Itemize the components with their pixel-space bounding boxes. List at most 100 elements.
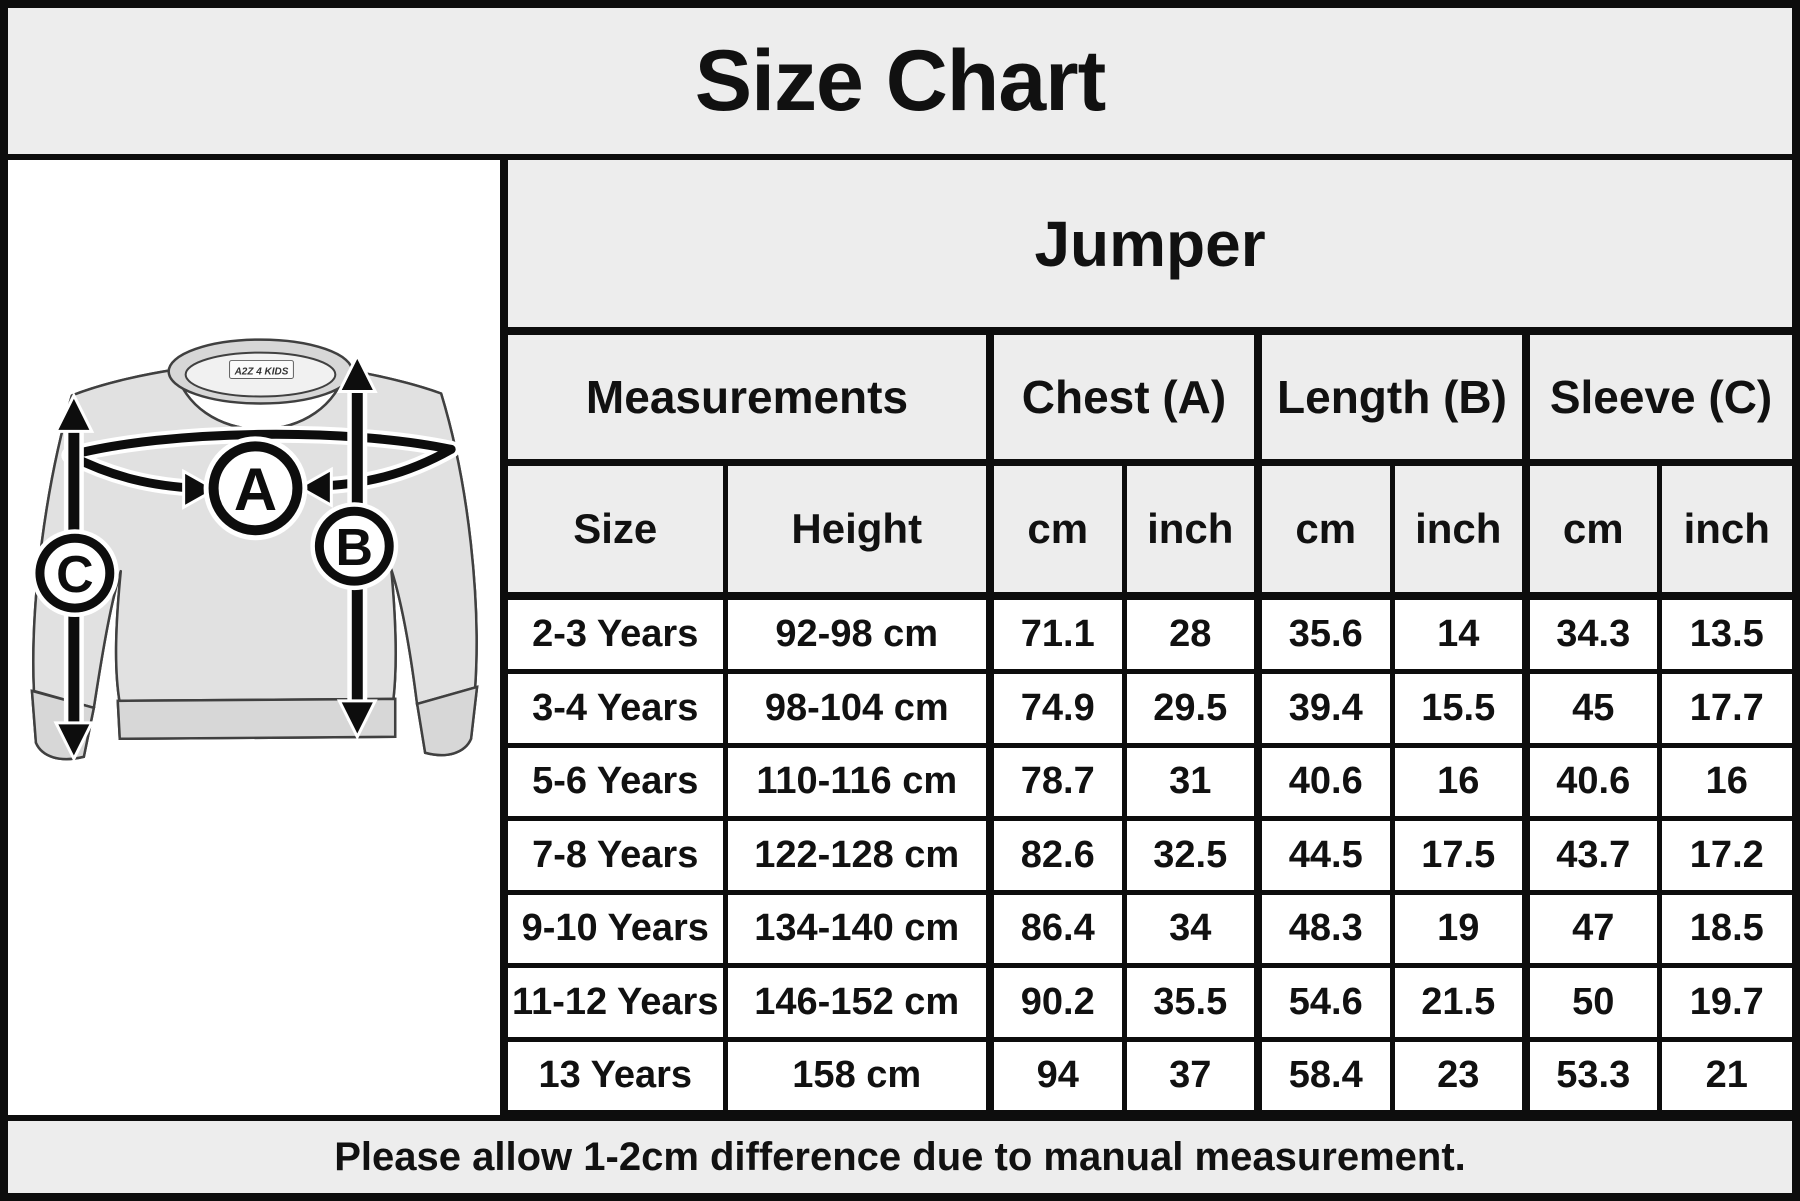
value-cell: 31 xyxy=(1121,742,1261,822)
value-cell: 94 xyxy=(986,1036,1127,1115)
value-cell: 16 xyxy=(1389,742,1529,822)
size-cell: 11-12 Years xyxy=(508,963,728,1042)
height-cell: 110-116 cm xyxy=(722,742,993,822)
height-cell: 122-128 cm xyxy=(722,816,993,895)
value-cell: 45 xyxy=(1522,669,1662,748)
value-cell: 44.5 xyxy=(1254,816,1395,895)
height-cell: 92-98 cm xyxy=(722,593,993,675)
size-cell: 5-6 Years xyxy=(508,742,728,822)
value-cell: 40.6 xyxy=(1254,742,1395,822)
group-header-length: Length (B) xyxy=(1254,328,1529,466)
value-cell: 21 xyxy=(1656,1036,1792,1115)
size-table-header: Jumper Measurements Chest (A) Length (B)… xyxy=(508,160,1792,601)
table-row: 9-10 Years 134-140 cm 86.4 34 48.3 19 47 18.5 xyxy=(508,889,1792,969)
value-cell: 43.7 xyxy=(1522,816,1662,895)
col-header-height: Height xyxy=(722,459,993,601)
garment-diagram-panel: A2Z 4 KIDS xyxy=(8,160,508,1115)
value-cell: 19 xyxy=(1389,889,1529,969)
brand-label: A2Z 4 KIDS xyxy=(234,367,289,378)
col-header-sleeve-cm: cm xyxy=(1522,459,1662,601)
value-cell: 40.6 xyxy=(1522,742,1662,822)
chest-measure-arrow xyxy=(61,425,460,510)
marker-c: C xyxy=(30,529,119,618)
size-cell: 9-10 Years xyxy=(508,889,728,969)
value-cell: 53.3 xyxy=(1522,1036,1662,1115)
value-cell: 28 xyxy=(1121,593,1261,675)
height-cell: 98-104 cm xyxy=(722,669,993,748)
table-row: 3-4 Years 98-104 cm 74.9 29.5 39.4 15.5 45 17.7 xyxy=(508,669,1792,748)
value-cell: 17.5 xyxy=(1389,816,1529,895)
value-cell: 39.4 xyxy=(1254,669,1395,748)
size-table-body: 2-3 Years 92-98 cm 71.1 28 35.6 14 34.3 13.5 3-4… xyxy=(508,593,1792,1115)
value-cell: 50 xyxy=(1522,963,1662,1042)
col-header-length-cm: cm xyxy=(1254,459,1395,601)
value-cell: 23 xyxy=(1389,1036,1529,1115)
size-table: Jumper Measurements Chest (A) Length (B)… xyxy=(508,160,1792,1115)
marker-a: A xyxy=(203,436,308,541)
table-row: 7-8 Years 122-128 cm 82.6 32.5 44.5 17.5 43.7 1… xyxy=(508,816,1792,895)
value-cell: 37 xyxy=(1121,1036,1261,1115)
marker-b: B xyxy=(310,502,399,591)
value-cell: 71.1 xyxy=(986,593,1127,675)
measurement-note: Please allow 1-2cm difference due to man… xyxy=(334,1134,1466,1179)
product-title: Jumper xyxy=(508,160,1792,336)
size-table-area: Jumper Measurements Chest (A) Length (B)… xyxy=(508,160,1792,1115)
group-header-chest: Chest (A) xyxy=(986,328,1261,466)
value-cell: 34 xyxy=(1121,889,1261,969)
page-title: Size Chart xyxy=(694,32,1107,129)
jumper-measurement-diagram: A2Z 4 KIDS xyxy=(30,338,479,763)
value-cell: 82.6 xyxy=(986,816,1127,895)
group-header-measurements: Measurements xyxy=(508,328,993,466)
table-row: 2-3 Years 92-98 cm 71.1 28 35.6 14 34.3 13.5 xyxy=(508,593,1792,675)
height-cell: 158 cm xyxy=(722,1036,993,1115)
value-cell: 47 xyxy=(1522,889,1662,969)
group-header-row: Measurements Chest (A) Length (B) Sleeve… xyxy=(508,328,1792,466)
marker-a-label: A xyxy=(234,456,277,523)
value-cell: 19.7 xyxy=(1656,963,1792,1042)
table-row: 5-6 Years 110-116 cm 78.7 31 40.6 16 40.6 16 xyxy=(508,742,1792,822)
value-cell: 18.5 xyxy=(1656,889,1792,969)
value-cell: 35.6 xyxy=(1254,593,1395,675)
size-cell: 7-8 Years xyxy=(508,816,728,895)
value-cell: 32.5 xyxy=(1121,816,1261,895)
marker-b-label: B xyxy=(336,518,373,576)
height-cell: 134-140 cm xyxy=(722,889,993,969)
value-cell: 16 xyxy=(1656,742,1792,822)
value-cell: 78.7 xyxy=(986,742,1127,822)
sub-header-row: Size Height cm inch cm inch cm inch xyxy=(508,459,1792,601)
value-cell: 15.5 xyxy=(1389,669,1529,748)
value-cell: 86.4 xyxy=(986,889,1127,969)
size-cell: 3-4 Years xyxy=(508,669,728,748)
title-bar: Size Chart xyxy=(8,8,1792,160)
col-header-sleeve-inch: inch xyxy=(1656,459,1792,601)
footer-note-bar: Please allow 1-2cm difference due to man… xyxy=(8,1115,1792,1193)
value-cell: 29.5 xyxy=(1121,669,1261,748)
value-cell: 17.2 xyxy=(1656,816,1792,895)
value-cell: 58.4 xyxy=(1254,1036,1395,1115)
value-cell: 74.9 xyxy=(986,669,1127,748)
col-header-chest-inch: inch xyxy=(1121,459,1261,601)
table-row: 11-12 Years 146-152 cm 90.2 35.5 54.6 21.5 50 1… xyxy=(508,963,1792,1042)
marker-c-label: C xyxy=(56,545,93,603)
height-cell: 146-152 cm xyxy=(722,963,993,1042)
value-cell: 90.2 xyxy=(986,963,1127,1042)
value-cell: 48.3 xyxy=(1254,889,1395,969)
value-cell: 14 xyxy=(1389,593,1529,675)
value-cell: 13.5 xyxy=(1656,593,1792,675)
table-row: 13 Years 158 cm 94 37 58.4 23 53.3 21 xyxy=(508,1036,1792,1115)
value-cell: 17.7 xyxy=(1656,669,1792,748)
col-header-chest-cm: cm xyxy=(986,459,1127,601)
value-cell: 35.5 xyxy=(1121,963,1261,1042)
size-cell: 2-3 Years xyxy=(508,593,728,675)
value-cell: 21.5 xyxy=(1389,963,1529,1042)
product-header-row: Jumper xyxy=(508,160,1792,336)
col-header-length-inch: inch xyxy=(1389,459,1529,601)
brand-label-tag xyxy=(229,360,294,380)
group-header-sleeve: Sleeve (C) xyxy=(1521,328,1792,466)
size-cell: 13 Years xyxy=(508,1036,728,1115)
value-cell: 34.3 xyxy=(1522,593,1662,675)
main-area: A2Z 4 KIDS xyxy=(8,160,1792,1115)
col-header-size: Size xyxy=(508,459,728,601)
value-cell: 54.6 xyxy=(1254,963,1395,1042)
